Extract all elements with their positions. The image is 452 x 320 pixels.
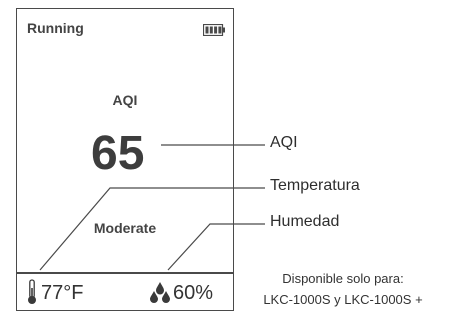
humidity-value: 60% bbox=[173, 282, 214, 304]
callout-aqi: AQI bbox=[270, 134, 298, 151]
battery-full-icon bbox=[203, 24, 225, 36]
availability-note-line2: LKC-1000S y LKC-1000S + bbox=[263, 292, 423, 307]
callout-temperature: Temperatura bbox=[270, 177, 360, 194]
bottom-divider bbox=[17, 272, 233, 274]
air-quality-text: Moderate bbox=[93, 220, 157, 236]
aqi-label: AQI bbox=[112, 92, 138, 108]
thermometer-icon bbox=[28, 279, 36, 304]
status-text: Running bbox=[27, 20, 84, 36]
callout-humidity: Humedad bbox=[270, 213, 340, 230]
aqi-value: 65 bbox=[91, 127, 145, 180]
water-drops-icon bbox=[150, 282, 170, 303]
availability-note-line1: Disponible solo para: bbox=[282, 271, 404, 286]
device-screen: Running AQI 65 Moderate 77°F 60% bbox=[16, 8, 234, 311]
temperature-value: 77°F bbox=[41, 282, 84, 304]
